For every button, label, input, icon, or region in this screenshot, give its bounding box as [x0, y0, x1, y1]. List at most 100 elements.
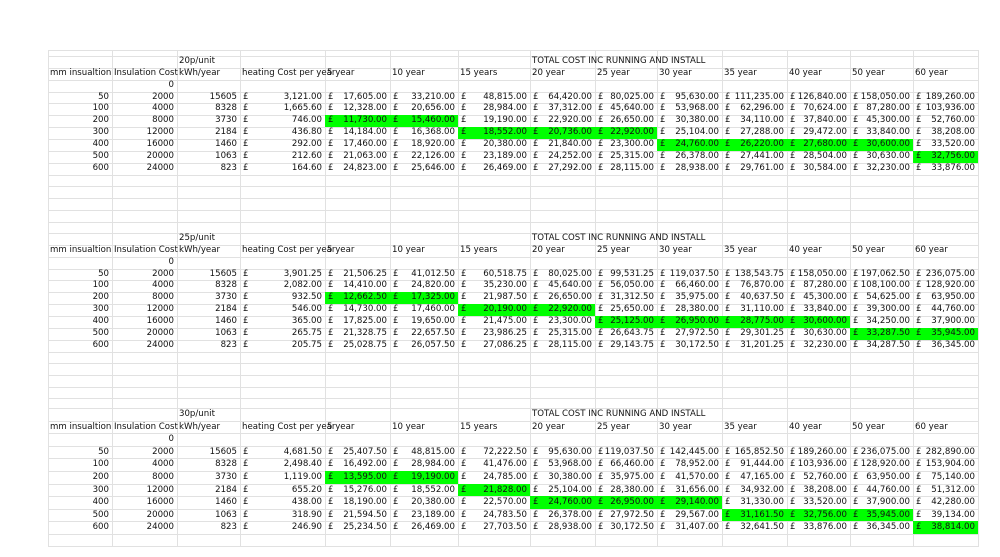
cell-value: 41,012.50: [411, 268, 455, 279]
cell-value: 28,380.00: [610, 484, 654, 495]
currency-symbol: £: [243, 509, 249, 520]
currency-cell: £205.75: [240, 340, 325, 352]
currency-symbol: £: [916, 315, 922, 326]
currency-symbol: £: [916, 280, 922, 291]
currency-cell: £655.20: [240, 484, 325, 497]
cell-value: 50: [98, 91, 109, 102]
currency-symbol: £: [243, 484, 249, 495]
currency-symbol: £: [328, 446, 334, 457]
cell-value: 600: [92, 522, 109, 533]
currency-cell: £932.50: [240, 292, 325, 304]
column-header: 50 year: [852, 244, 885, 255]
grid-row-line: [48, 233, 978, 234]
cell-value: 111,235.00: [734, 91, 784, 102]
cell-value: 27,972.50: [675, 327, 719, 338]
currency-cell: £31,110.00: [722, 304, 787, 316]
grid-row-line: [48, 496, 978, 498]
currency-cell: £21,063.00: [325, 151, 390, 163]
currency-symbol: £: [790, 103, 796, 114]
cell-value: 39,134.00: [931, 509, 975, 520]
currency-cell: £14,410.00: [325, 280, 390, 292]
currency-cell: £24,783.50: [458, 509, 530, 522]
currency-cell: £32,756.00: [913, 150, 978, 163]
currency-cell: £66,460.00: [657, 280, 722, 292]
cell-value: 21,328.75: [343, 327, 387, 338]
currency-symbol: £: [790, 315, 796, 326]
currency-symbol: £: [533, 280, 539, 291]
cell-value: 26,650.00: [610, 115, 654, 126]
currency-symbol: £: [533, 522, 539, 533]
currency-symbol: £: [916, 509, 922, 520]
cell-value: 197,062.50: [860, 268, 910, 279]
currency-cell: £21,328.75: [325, 328, 390, 340]
cell-value: 40,637.50: [740, 292, 784, 303]
currency-symbol: £: [393, 91, 399, 102]
cell-value: 80,025.00: [610, 91, 654, 102]
currency-symbol: £: [598, 91, 604, 102]
cell-value: 25,407.50: [343, 446, 387, 457]
currency-cell: £21,987.50: [458, 292, 530, 304]
cell-value: 31,312.50: [610, 292, 654, 303]
currency-cell: £25,315.00: [595, 151, 657, 163]
grid-column-line: [850, 50, 851, 547]
column-header: 15 years: [460, 421, 498, 432]
cell-value: 31,407.00: [675, 522, 719, 533]
cell-value: 27,288.00: [740, 127, 784, 138]
cell-value: 22,570.00: [483, 497, 527, 508]
currency-symbol: £: [853, 162, 859, 173]
unit-rate: 30p/unit: [179, 409, 215, 419]
cell-value: 2000: [152, 91, 174, 102]
currency-symbol: £: [660, 484, 666, 495]
cell-value: 17,460.00: [343, 138, 387, 149]
currency-symbol: £: [243, 446, 249, 457]
currency-symbol: £: [393, 327, 399, 338]
cell-value: 300: [92, 484, 109, 495]
currency-cell: £78,952.00: [657, 458, 722, 471]
currency-cell: £42,280.00: [913, 496, 978, 509]
currency-symbol: £: [725, 304, 731, 315]
cell-value: 31,330.00: [740, 497, 784, 508]
currency-symbol: £: [598, 115, 604, 126]
cell-value: 438.00: [291, 497, 322, 508]
column-header: 35 year: [724, 244, 757, 255]
currency-cell: £22,920.00: [530, 304, 595, 316]
currency-symbol: £: [853, 497, 859, 508]
currency-symbol: £: [916, 459, 922, 470]
cell-value: 66,460.00: [610, 459, 654, 470]
currency-symbol: £: [790, 327, 796, 338]
currency-symbol: £: [725, 127, 731, 138]
currency-cell: £17,460.00: [325, 139, 390, 151]
currency-cell: £72,222.50: [458, 446, 530, 459]
currency-cell: £23,300.00: [530, 316, 595, 328]
cell-value: 48,815.00: [483, 91, 527, 102]
currency-symbol: £: [660, 127, 666, 138]
cell-value: 236,075.00: [860, 446, 910, 457]
currency-cell: £91,444.00: [722, 458, 787, 471]
currency-cell: £33,287.50: [850, 327, 913, 340]
cell-value: 99,531.25: [610, 268, 654, 279]
cell-value: 27,441.00: [740, 150, 784, 161]
currency-symbol: £: [853, 522, 859, 533]
cell-value: 1460: [215, 138, 237, 149]
cell-value: 56,050.00: [610, 280, 654, 291]
currency-cell: £25,028.75: [325, 340, 390, 352]
currency-cell: £103,936.00: [787, 458, 850, 471]
grid-column-line: [112, 50, 113, 547]
currency-symbol: £: [790, 280, 796, 291]
cell-value: 22,657.50: [411, 327, 455, 338]
cell-value: 29,567.00: [675, 509, 719, 520]
currency-symbol: £: [533, 497, 539, 508]
currency-cell: £26,378.00: [530, 509, 595, 522]
cell-value: 18,552.00: [483, 127, 527, 138]
currency-cell: £30,380.00: [530, 471, 595, 484]
currency-cell: £246.90: [240, 521, 325, 534]
currency-cell: £19,190.00: [458, 115, 530, 127]
currency-cell: £25,104.00: [530, 484, 595, 497]
cell-value: 3730: [215, 115, 237, 126]
currency-cell: £31,656.00: [657, 484, 722, 497]
grid-row-line: [48, 351, 978, 353]
currency-cell: £80,025.00: [530, 269, 595, 281]
cell-value: 26,950.00: [675, 315, 719, 326]
currency-symbol: £: [598, 484, 604, 495]
column-header: 30 year: [659, 67, 692, 78]
